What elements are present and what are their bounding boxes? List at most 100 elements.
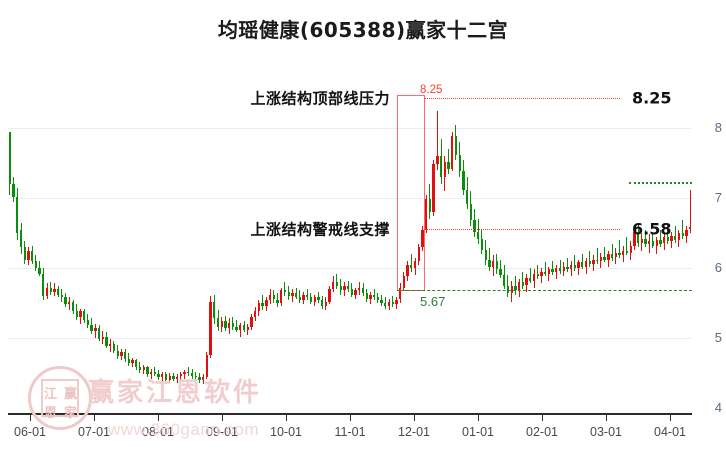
candle-body (410, 264, 413, 268)
candle-body (120, 352, 123, 357)
candle-body (614, 252, 617, 258)
candle-body (506, 285, 510, 294)
candle-body (558, 268, 562, 271)
candle-body (681, 233, 684, 236)
resistance-line-top (424, 98, 620, 99)
candle-body (447, 161, 450, 169)
candle-body (97, 328, 101, 340)
candle-body (194, 375, 197, 378)
candle-body (488, 259, 491, 267)
candlestick-series (0, 60, 726, 415)
candle-body (68, 301, 71, 305)
resistance-annotation-value: 8.25 (632, 88, 672, 108)
candle-body (346, 286, 350, 289)
candle-body (644, 238, 647, 245)
candle-body (525, 277, 528, 286)
candle-body (540, 271, 543, 277)
candle-body (547, 269, 551, 274)
candle-wick (645, 229, 647, 247)
candle-wick (611, 243, 613, 261)
gann-box (397, 95, 425, 291)
y-axis-tick-label: 6 (714, 260, 722, 275)
candle-wick (537, 264, 539, 280)
candle-body (636, 231, 640, 243)
y-axis-tick-label: 7 (714, 190, 722, 205)
candle-wick (548, 266, 550, 281)
candle-body (458, 154, 461, 172)
x-axis-tick-label: 01-01 (462, 425, 494, 439)
candle-body (23, 247, 26, 260)
candle-body (495, 261, 498, 270)
candle-body (651, 241, 655, 246)
candle-wick (176, 374, 178, 384)
candle-body (123, 352, 127, 359)
candle-body (209, 301, 212, 355)
candle-body (477, 231, 480, 239)
candle-body (313, 297, 316, 302)
candle-body (354, 290, 357, 295)
candle-wick (410, 254, 412, 272)
candle-body (443, 161, 446, 177)
candle-body (573, 264, 577, 268)
candle-body (53, 289, 56, 292)
candle-body (83, 311, 86, 320)
candle-body (384, 303, 387, 306)
candle-body (406, 264, 409, 277)
candle-body (562, 266, 565, 271)
x-axis-tick (542, 413, 543, 421)
candle-body (499, 269, 502, 275)
candle-body (685, 229, 688, 236)
candle-body (79, 311, 82, 317)
candle-body (94, 328, 97, 331)
candle-body (514, 286, 517, 291)
candle-wick (384, 297, 386, 309)
candle-body (662, 237, 666, 244)
candle-body (358, 287, 361, 291)
candle-body (142, 367, 145, 371)
support-annotation-label: 上涨结构警戒线支撑 (250, 220, 390, 239)
candle-body (57, 289, 60, 295)
candle-wick (574, 255, 576, 271)
x-axis-tick (286, 413, 287, 421)
candle-body (302, 294, 305, 301)
candle-wick (392, 296, 394, 307)
candle-wick (94, 324, 96, 338)
candle-wick (626, 236, 628, 256)
candle-body (60, 294, 64, 298)
candle-body (584, 261, 588, 267)
candle-body (454, 136, 458, 155)
candle-body (529, 277, 532, 281)
candle-wick (674, 226, 676, 243)
candle-body (183, 371, 186, 375)
candle-wick (500, 259, 502, 279)
x-axis-tick (222, 413, 223, 421)
gridline (8, 338, 692, 339)
x-axis-tick-label: 08-01 (142, 425, 174, 439)
candle-body (291, 292, 294, 296)
candle-wick (604, 247, 606, 263)
candle-body (42, 273, 45, 296)
candle-body (306, 294, 309, 298)
x-axis-tick-label: 06-01 (14, 425, 46, 439)
candle-body (413, 261, 417, 268)
candle-body (149, 371, 153, 375)
candle-wick (689, 189, 691, 233)
plot-area: 8 7 6 5 4 8.25 5.67 上涨结构顶部线压力 8.25 上涨结构警戒线支撑… (0, 60, 726, 415)
candle-body (521, 282, 524, 286)
candle-body (64, 297, 67, 305)
candle-body (596, 259, 599, 261)
candle-body (276, 299, 279, 303)
candle-body (242, 325, 246, 330)
candle-body (8, 131, 11, 184)
top-value-tag: 8.25 (420, 84, 443, 96)
candle-body (399, 287, 402, 300)
candle-body (239, 325, 242, 330)
candle-body (235, 326, 238, 330)
candle-body (465, 189, 469, 204)
candle-wick (477, 219, 479, 244)
candle-body (391, 301, 394, 305)
candle-body (451, 136, 454, 169)
x-axis-tick (350, 413, 351, 421)
candle-body (179, 374, 182, 377)
